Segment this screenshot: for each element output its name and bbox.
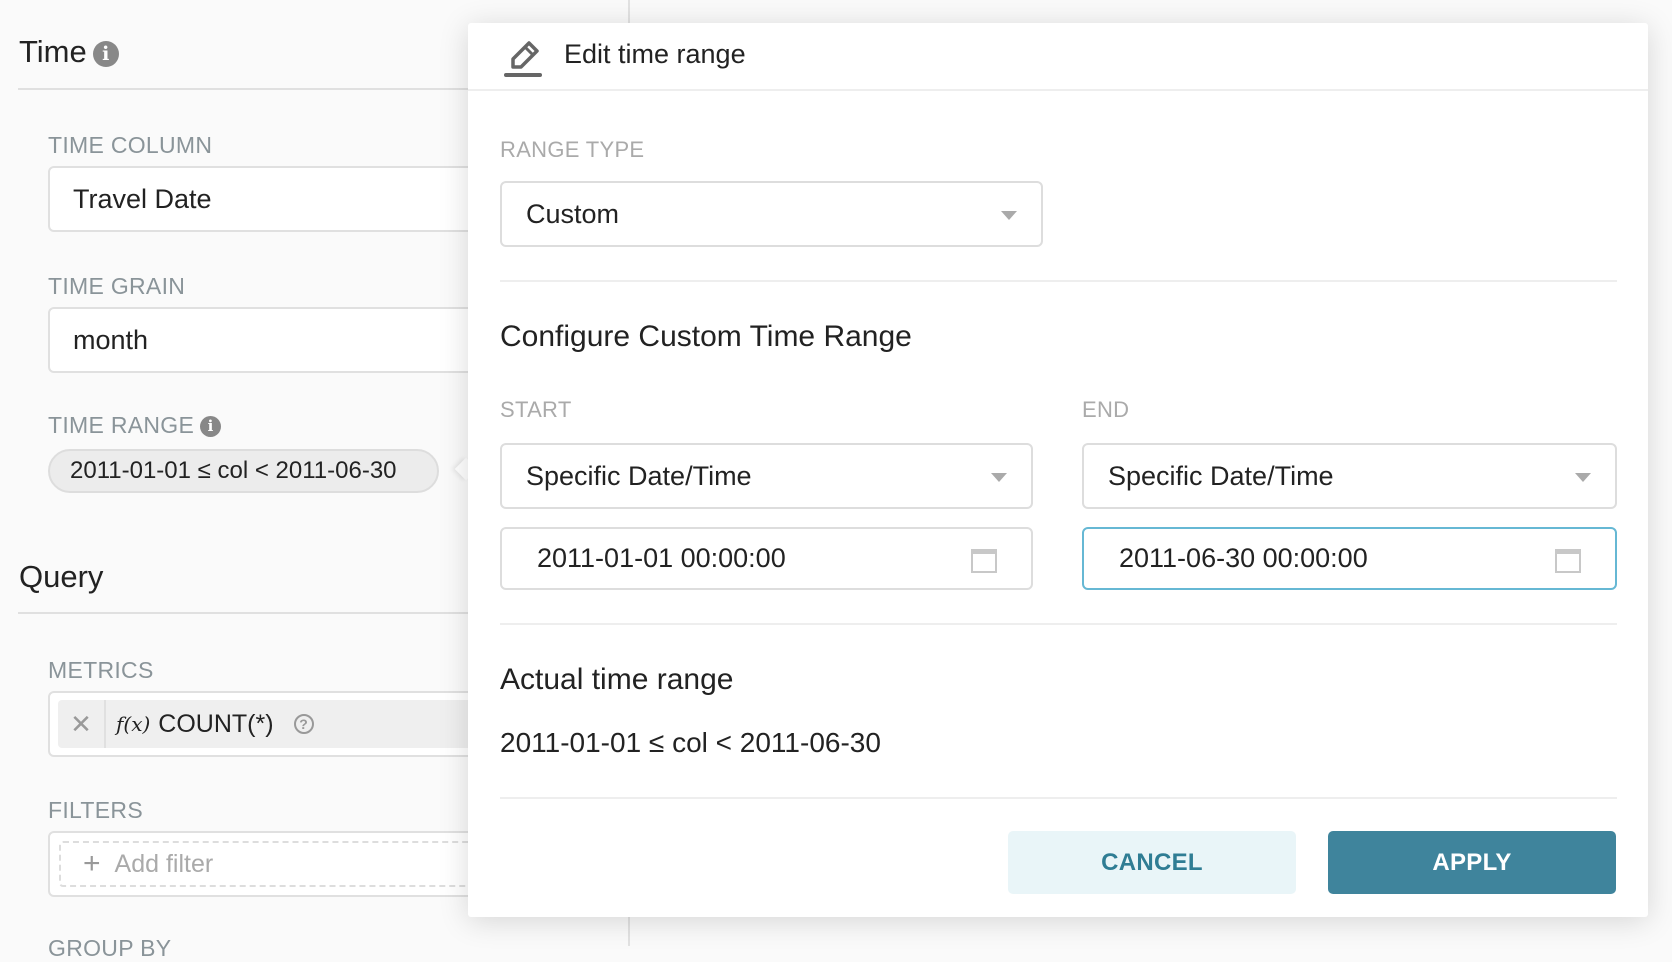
time-column-value: Travel Date [73, 183, 212, 214]
end-mode-value: Specific Date/Time [1108, 460, 1334, 491]
filters-label: FILTERS [48, 797, 143, 823]
time-range-pill[interactable]: 2011-01-01 ≤ col < 2011-06-30 [48, 449, 439, 493]
start-label: START [500, 397, 572, 422]
info-icon[interactable]: i [92, 40, 119, 67]
range-type-value: Custom [526, 198, 620, 229]
section-divider [18, 612, 478, 614]
metric-chip[interactable]: ✕ f(x) COUNT(*) ? [58, 700, 498, 748]
divider [500, 280, 1617, 282]
start-date-value: 2011-01-01 00:00:00 [537, 543, 786, 573]
start-date-input[interactable]: 2011-01-01 00:00:00 [500, 527, 1033, 590]
popover-header: Edit time range [468, 23, 1648, 91]
chevron-down-icon [1001, 211, 1017, 220]
divider [500, 797, 1617, 799]
time-column-select[interactable]: Travel Date [48, 166, 498, 232]
time-grain-label: TIME GRAIN [48, 273, 186, 299]
actual-range-value: 2011-01-01 ≤ col < 2011-06-30 [500, 727, 881, 758]
time-range-label: TIME RANGE i [48, 412, 222, 439]
time-grain-value: month [73, 324, 149, 355]
start-mode-value: Specific Date/Time [526, 460, 752, 491]
calendar-icon[interactable] [971, 549, 997, 573]
metric-label: COUNT(*) [158, 709, 274, 738]
chevron-down-icon [991, 473, 1007, 482]
section-divider [18, 88, 478, 90]
chevron-down-icon [1575, 473, 1591, 482]
divider [500, 623, 1617, 625]
time-range-value: 2011-01-01 ≤ col < 2011-06-30 [70, 457, 397, 484]
start-mode-select[interactable]: Specific Date/Time [500, 443, 1033, 509]
end-date-value: 2011-06-30 00:00:00 [1119, 543, 1368, 573]
info-icon[interactable]: i [200, 416, 222, 438]
time-range-label-text: TIME RANGE [48, 412, 195, 438]
add-filter-button[interactable]: + Add filter [59, 841, 499, 887]
add-filter-label: Add filter [114, 849, 214, 878]
time-title-text: Time [19, 34, 87, 69]
time-grain-select[interactable]: month [48, 307, 498, 373]
calendar-icon[interactable] [1555, 549, 1581, 573]
query-section-title: Query [19, 559, 104, 594]
time-column-label: TIME COLUMN [48, 132, 213, 158]
actual-range-title: Actual time range [500, 663, 734, 696]
edit-time-range-popover: Edit time range RANGE TYPE Custom Config… [468, 23, 1648, 917]
plus-icon: + [83, 847, 101, 880]
remove-metric-icon[interactable]: ✕ [58, 700, 106, 748]
help-icon[interactable]: ? [293, 714, 314, 734]
time-section-title: Time i [19, 34, 119, 70]
end-date-input[interactable]: 2011-06-30 00:00:00 [1082, 527, 1617, 590]
metrics-label: METRICS [48, 657, 154, 683]
range-type-select[interactable]: Custom [500, 181, 1043, 247]
range-type-label: RANGE TYPE [500, 137, 645, 162]
pencil-icon [504, 41, 542, 77]
popover-title: Edit time range [564, 39, 746, 69]
cancel-button[interactable]: CANCEL [1008, 831, 1296, 894]
end-mode-select[interactable]: Specific Date/Time [1082, 443, 1617, 509]
function-icon: f(x) [116, 712, 151, 736]
end-label: END [1082, 397, 1130, 422]
group-by-label: GROUP BY [48, 935, 172, 961]
apply-button[interactable]: APPLY [1328, 831, 1616, 894]
configure-title: Configure Custom Time Range [500, 320, 912, 353]
